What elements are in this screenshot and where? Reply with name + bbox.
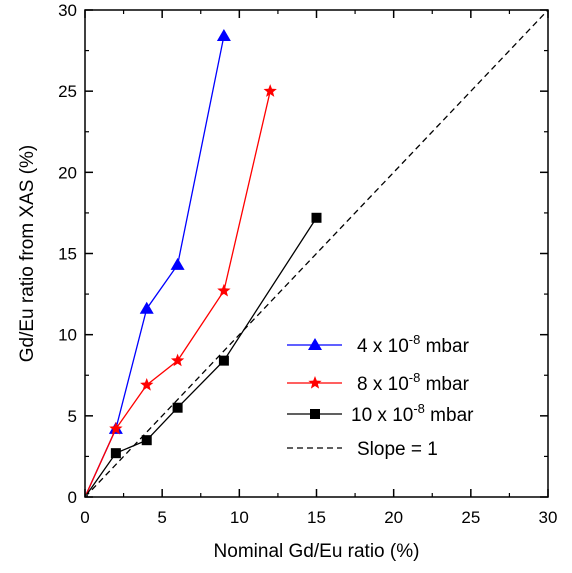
legend-label-unit: mbar [420,374,469,395]
x-tick-label: 20 [384,508,403,527]
series-1 [85,28,231,497]
data-point [263,84,277,97]
series-line [85,217,318,497]
y-tick-label: 30 [58,1,77,20]
legend-label-exponent: -8 [409,332,421,347]
data-point [140,377,154,391]
y-axis-title: Gd/Eu ratio from XAS (%) [17,145,38,363]
y-tick-label: 5 [68,407,77,426]
x-tick-label: 10 [230,508,249,527]
x-tick-label: 0 [80,508,89,527]
y-tick-label: 10 [58,326,77,345]
legend-label-exponent: -8 [413,401,425,416]
data-point [170,257,185,270]
series-2 [85,84,277,497]
data-point [311,212,322,223]
y-tick-label: 15 [58,245,77,264]
series-3 [85,212,322,497]
legend-label: 4 x 10-8 mbar [357,332,470,357]
legend-item: 10 x 10-8 mbar [287,401,474,426]
legend-item: 4 x 10-8 mbar [287,332,470,357]
axis-ticks: 0 5 10 15 20 25 30 0 5 10 15 20 25 30 [58,1,557,527]
data-point [139,301,154,314]
legend-label: 8 x 10-8 mbar [357,370,470,395]
data-point [170,353,185,367]
x-tick-label: 15 [307,508,326,527]
legend-marker [308,376,322,389]
series-line [85,35,225,497]
series-4 [85,10,548,497]
x-tick-label: 25 [461,508,480,527]
legend-label-unit: mbar [425,405,474,426]
data-point [110,448,121,459]
legend-label-unit: mbar [420,336,469,357]
legend-label-base: 10 x 10 [351,405,413,426]
legend-label-base: 8 x 10 [357,374,409,395]
series-line [85,91,271,497]
legend-label-base: 4 x 10 [357,336,409,357]
data-point [172,402,183,413]
y-tick-label: 25 [58,82,77,101]
y-tick-label: 20 [58,163,77,182]
origin-point [85,494,88,497]
y-tick-label: 0 [68,488,77,507]
legend-label: Slope = 1 [357,439,438,460]
x-tick-label: 30 [539,508,558,527]
series-layer [85,10,548,497]
data-point [216,28,231,41]
legend-item: Slope = 1 [287,439,438,460]
series-line [85,10,548,497]
data-point [217,283,231,297]
legend-label-base: Slope = 1 [357,439,438,460]
legend-item: 8 x 10-8 mbar [287,370,470,395]
legend-label: 10 x 10-8 mbar [351,401,474,426]
legend-marker [308,338,322,350]
x-axis-title: Nominal Gd/Eu ratio (%) [214,541,420,562]
x-tick-label: 5 [157,508,166,527]
data-point [141,435,152,446]
data-point [109,421,123,435]
legend-marker [310,409,320,419]
data-point [218,355,229,366]
legend-label-exponent: -8 [409,370,421,385]
